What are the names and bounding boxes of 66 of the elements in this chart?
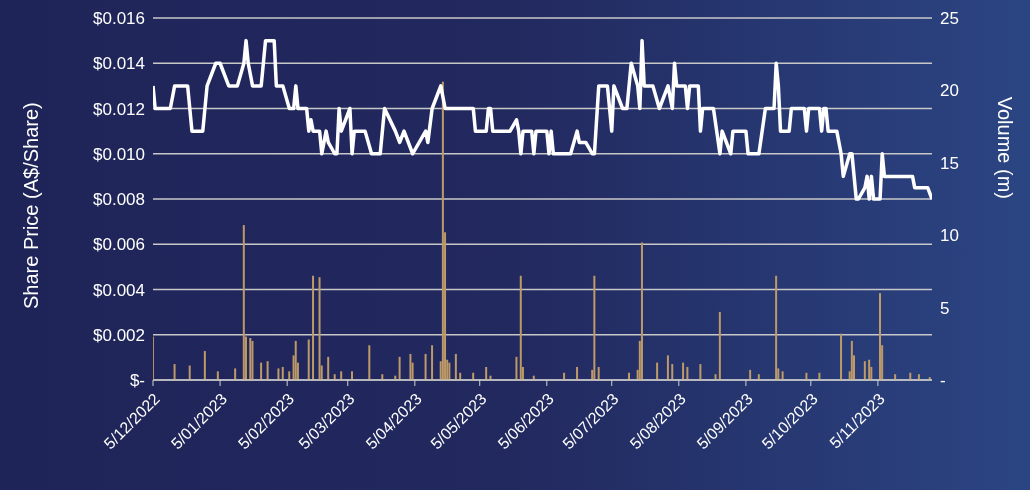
bar [398,356,401,380]
bar [234,368,237,380]
bar [340,371,343,380]
bar [840,333,843,380]
bar [173,364,176,380]
bar [775,275,778,380]
bar [424,353,427,380]
bar [593,275,596,380]
bar [863,361,866,380]
y-tick-label: $0.016 [93,9,145,29]
y-tick-label: $0.012 [93,99,145,119]
bar [242,225,245,380]
bar [277,368,280,380]
bar [682,362,685,380]
bar [203,351,206,380]
bar [718,311,721,380]
bar [515,356,518,380]
bar [878,293,881,380]
bar [260,362,263,380]
y-tick-label: $- [129,371,145,391]
bar [666,355,669,380]
y-tick-label: $0.006 [93,235,145,255]
bar [351,371,353,380]
bar [749,369,752,380]
y2-tick-label: 20 [940,81,959,101]
y-tick-label: $0.002 [93,325,145,345]
bar [281,366,284,380]
y-tick-label: $0.004 [93,280,145,300]
line-series [153,38,932,201]
bar [656,362,659,380]
bar [441,81,444,380]
bar [431,345,434,380]
bar [188,365,191,380]
y2-tick-label: - [940,371,946,391]
bar [216,371,219,380]
bar [454,353,457,380]
y2-axis-title: Volume (m) [993,96,1016,199]
bar [368,345,371,380]
bar [312,275,315,380]
bar [781,371,784,380]
y2-tick-label: 5 [940,298,950,318]
bar [686,366,689,380]
y2-tick-label: 25 [940,9,959,29]
bar [307,339,310,380]
bar [519,275,522,380]
bar [294,340,297,380]
bar [266,361,269,380]
bar [448,362,451,380]
bar [409,353,412,380]
bar [671,364,674,380]
y-tick-label: $0.014 [93,54,145,74]
y-tick-label: $0.010 [93,144,145,164]
bar [327,356,330,380]
bar [640,242,643,380]
bar [868,359,871,380]
bar [597,366,600,380]
bar [318,277,321,380]
bar [850,340,853,380]
bar [699,364,702,380]
bar [576,366,579,380]
y2-tick-label: 10 [940,226,959,246]
y-axis-title: Share Price (A$/Share) [20,102,43,309]
bar [485,366,488,380]
y-tick-label: $0.008 [93,190,145,210]
y2-tick-label: 15 [940,153,959,173]
bar [288,371,291,380]
